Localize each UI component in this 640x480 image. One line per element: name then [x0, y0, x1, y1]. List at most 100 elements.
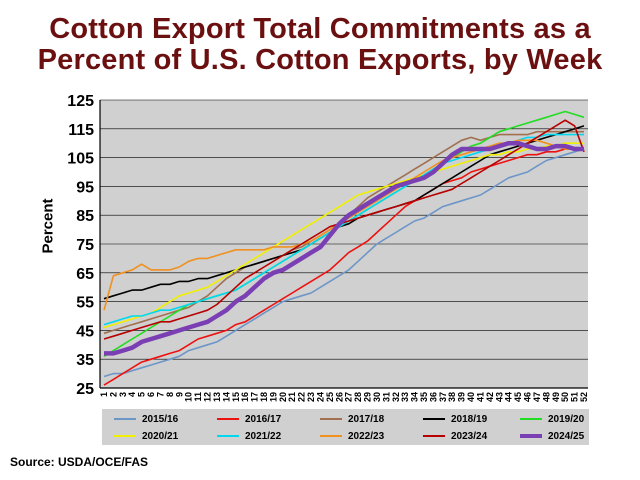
legend-label: 2023/24 [451, 430, 488, 442]
legend-label: 2021/22 [245, 430, 282, 442]
legend-swatch [217, 418, 239, 420]
legend-swatch [520, 418, 542, 420]
x-tick-label: 48 [541, 392, 551, 402]
x-tick-label: 14 [221, 392, 231, 402]
y-tick-label: 85 [76, 208, 94, 225]
x-tick-label: 40 [466, 392, 476, 402]
chart-title: Cotton Export Total Commitments as a Per… [0, 14, 640, 76]
x-tick-label: 19 [268, 392, 278, 402]
x-tick-label: 18 [259, 392, 269, 402]
x-tick-label: 21 [287, 392, 297, 402]
x-tick-label: 41 [476, 392, 486, 402]
x-tick-label: 9 [174, 392, 184, 397]
series-line-2020-21 [103, 142, 584, 329]
legend-item: 2019/20 [520, 411, 584, 427]
legend-item: 2024/25 [520, 428, 584, 444]
x-tick-label: 16 [240, 392, 250, 402]
y-tick-label: 25 [76, 381, 94, 398]
x-tick-label: 23 [306, 392, 316, 402]
x-tick-label: 51 [570, 392, 580, 402]
legend-label: 2018/19 [451, 413, 488, 425]
x-tick-label: 31 [381, 392, 391, 402]
series-lines [103, 110, 585, 386]
x-tick-label: 3 [118, 392, 128, 397]
x-tick-label: 22 [297, 392, 307, 402]
x-tick-label: 29 [363, 392, 373, 402]
y-tick-label: 95 [76, 179, 94, 196]
legend-swatch [217, 435, 239, 437]
y-tick-label: 55 [76, 295, 94, 312]
legend-label: 2015/16 [142, 413, 179, 425]
x-tick-label: 39 [457, 392, 467, 402]
x-tick-labels: 1 2 3 4 5 6 7 8 9 10 11 12 13 14 15 16 17 18 19 20 21 22 23 24 2… [99, 392, 589, 402]
x-tick-label: 43 [494, 392, 504, 402]
legend-swatch [114, 418, 136, 420]
legend-swatch [423, 418, 445, 420]
legend-item: 2016/17 [217, 411, 281, 427]
legend-label: 2017/18 [348, 413, 385, 425]
x-tick-label: 37 [438, 392, 448, 402]
x-tick-label: 5 [137, 392, 147, 397]
legend-swatch [520, 434, 542, 438]
x-tick-label: 34 [410, 392, 420, 402]
y-tick-label: 35 [76, 352, 94, 369]
chart-title-line-1: Cotton Export Total Commitments as a [49, 13, 591, 45]
x-tick-label: 30 [372, 392, 382, 402]
x-tick-label: 36 [428, 392, 438, 402]
y-tick-label: 125 [67, 93, 94, 110]
x-tick-label: 28 [353, 392, 363, 402]
source-note: Source: USDA/OCE/FAS [10, 455, 149, 469]
series-line-2015-16 [103, 148, 585, 378]
x-tick-label: 44 [504, 392, 514, 402]
x-tick-label: 33 [400, 392, 410, 402]
x-tick-label: 1 [99, 392, 109, 397]
legend-item: 2018/19 [423, 411, 487, 427]
y-tick-label: 45 [76, 323, 94, 340]
legend-item: 2015/16 [114, 411, 178, 427]
x-tick-label: 11 [193, 392, 203, 402]
x-tick-label: 17 [250, 392, 260, 402]
x-tick-label: 32 [391, 392, 401, 402]
x-tick-label: 35 [419, 392, 429, 402]
legend-swatch [423, 435, 445, 437]
y-tick-labels: 25 35 45 55 65 75 85 95 105 115 125 [67, 93, 94, 398]
x-tick-label: 42 [485, 392, 495, 402]
x-tick-label: 49 [551, 392, 561, 402]
legend-item: 2022/23 [320, 428, 384, 444]
legend-item: 2021/22 [217, 428, 281, 444]
legend-swatch [320, 435, 342, 437]
series-line-2024-25 [104, 140, 584, 356]
legend-item: 2023/24 [423, 428, 487, 444]
x-tick-label: 8 [165, 392, 175, 397]
chart-title-line-2: Percent of U.S. Cotton Exports, by Week [37, 44, 603, 76]
legend-item: 2020/21 [114, 428, 178, 444]
legend-swatch [320, 418, 342, 420]
x-tick-label: 10 [184, 392, 194, 402]
x-tick-label: 24 [316, 392, 326, 402]
legend-label: 2020/21 [142, 430, 179, 442]
series-line-2018-19 [103, 125, 585, 300]
legend-item: 2017/18 [320, 411, 384, 427]
y-tick-label: 75 [76, 237, 94, 254]
legend-label: 2016/17 [245, 413, 282, 425]
x-tick-label: 13 [212, 392, 222, 402]
x-tick-label: 2 [108, 392, 118, 397]
x-tick-label: 25 [325, 392, 335, 402]
legend: 2015/16 2016/17 2017/18 2018/19 2019/20 2020/… [102, 409, 589, 445]
x-tick-label: 26 [334, 392, 344, 402]
x-tick-label: 38 [447, 392, 457, 402]
x-tick-label: 27 [344, 392, 354, 402]
x-tick-label: 15 [231, 392, 241, 402]
x-tick-label: 12 [203, 392, 213, 402]
y-tick-label: 105 [67, 151, 94, 168]
y-tick-label: 115 [68, 122, 94, 139]
legend-swatch [114, 435, 136, 437]
x-tick-label: 47 [532, 392, 542, 402]
x-tick-label: 6 [146, 392, 156, 397]
y-tick-label: 65 [76, 266, 94, 283]
axes [99, 100, 588, 389]
x-tick-label: 50 [560, 392, 570, 402]
x-tick-label: 46 [523, 392, 533, 402]
legend-label: 2024/25 [548, 430, 585, 442]
